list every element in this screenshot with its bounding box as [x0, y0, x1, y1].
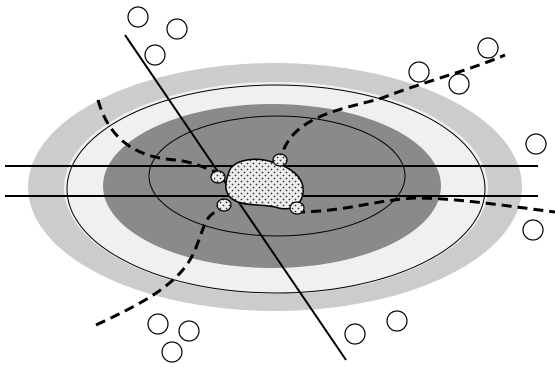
small-circle [147, 313, 169, 335]
satellite-blob [272, 153, 288, 167]
small-circle [477, 37, 499, 59]
small-circle [161, 341, 183, 363]
dashed-path-lower [95, 196, 555, 327]
small-circle [144, 44, 166, 66]
small-circle [448, 73, 470, 95]
small-circle [344, 323, 366, 345]
small-circle [525, 133, 547, 155]
dashed-path-left [96, 99, 226, 178]
small-circle [127, 6, 149, 28]
contour-inner [148, 115, 406, 237]
small-circle [386, 310, 408, 332]
small-circle [408, 61, 430, 83]
satellite-blob [216, 198, 232, 212]
scattered-circles [127, 6, 547, 363]
small-circle [522, 219, 544, 241]
small-circle [178, 320, 200, 342]
contour-outer [66, 84, 486, 294]
small-circle [166, 18, 188, 40]
satellite-blob [289, 201, 305, 215]
satellite-blob [210, 170, 226, 184]
